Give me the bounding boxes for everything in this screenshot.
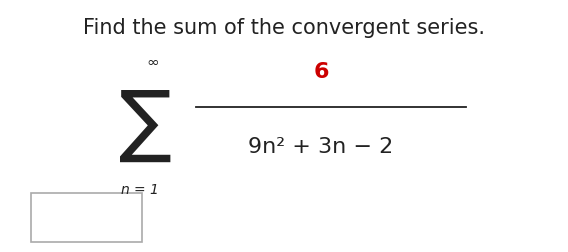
Text: $n$ = 1: $n$ = 1 xyxy=(120,183,158,197)
Text: Find the sum of the convergent series.: Find the sum of the convergent series. xyxy=(83,18,485,38)
Text: 9n² + 3n − 2: 9n² + 3n − 2 xyxy=(248,137,394,158)
Text: $\infty$: $\infty$ xyxy=(146,54,158,69)
Text: 6: 6 xyxy=(313,62,329,82)
Text: $\sum$: $\sum$ xyxy=(118,88,172,164)
FancyBboxPatch shape xyxy=(31,193,142,242)
